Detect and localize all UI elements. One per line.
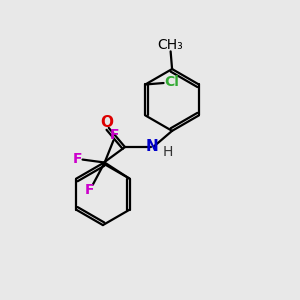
Text: H: H [163,146,173,159]
Text: Cl: Cl [164,75,179,89]
Text: N: N [146,139,159,154]
Text: F: F [110,128,119,142]
Text: CH₃: CH₃ [158,38,184,52]
Text: F: F [85,184,95,197]
Text: F: F [73,152,82,166]
Text: O: O [100,115,113,130]
